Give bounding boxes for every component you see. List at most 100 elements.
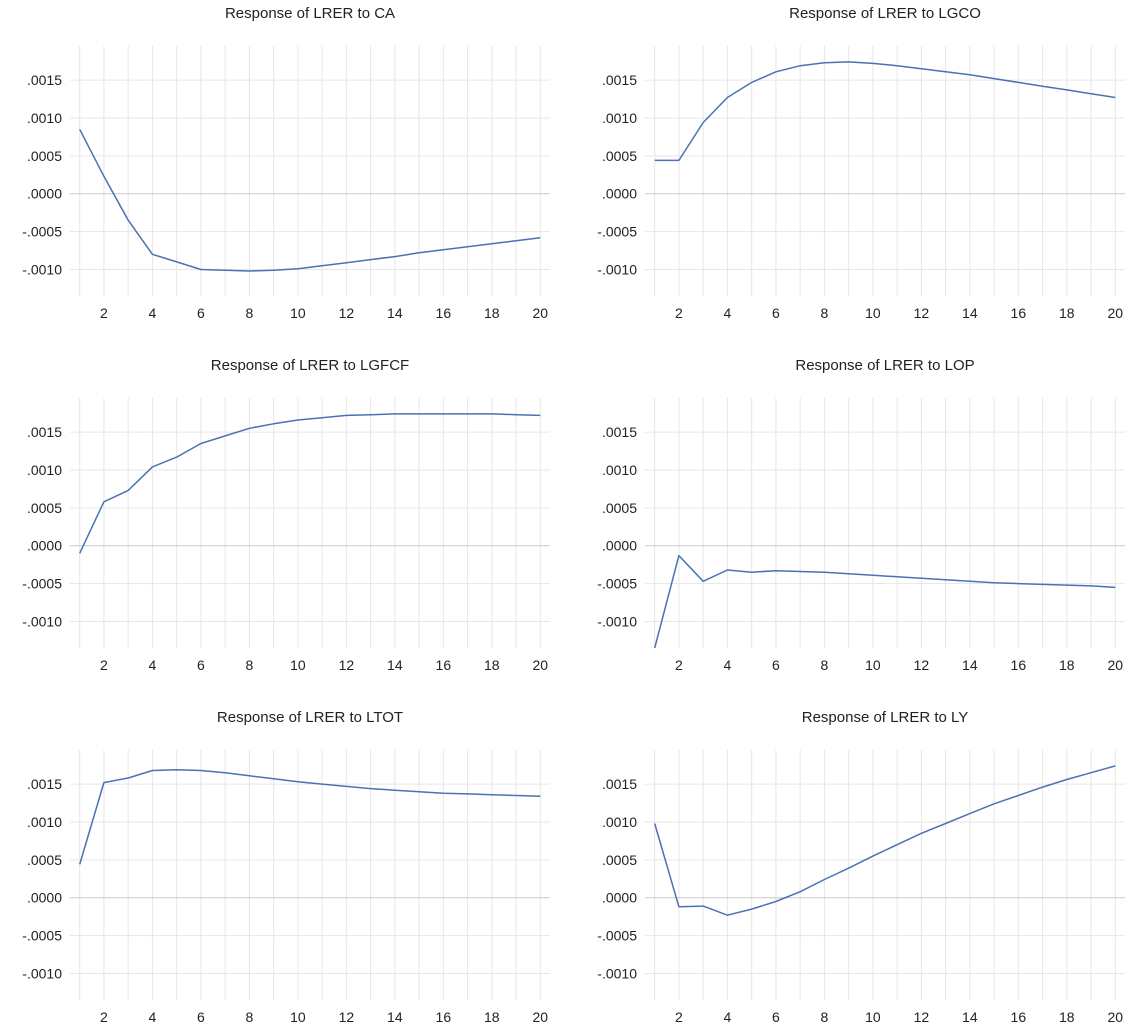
x-tick-label: 10 (290, 305, 306, 321)
x-tick-label: 4 (724, 305, 732, 321)
x-tick-label: 16 (436, 1009, 452, 1025)
y-tick-label: -.0010 (597, 261, 637, 277)
y-tick-label: -.0010 (597, 613, 637, 629)
y-tick-label: .0015 (602, 776, 637, 792)
series-line (78, 768, 541, 865)
chart-panel-1: Response of LRER to CA -.0010 -.0005 .0000.… (22, 5, 550, 321)
x-tick-label: 12 (914, 657, 930, 673)
x-tick-label: 12 (339, 1009, 355, 1025)
x-tick-label: 10 (865, 657, 881, 673)
y-tick-label: .0000 (27, 186, 62, 202)
y-tick-label: .0000 (602, 186, 637, 202)
x-tick-label: 12 (914, 1009, 930, 1025)
y-tick-label: .0000 (27, 538, 62, 554)
x-tick-label: 14 (962, 657, 978, 673)
x-tick-label: 8 (245, 657, 253, 673)
x-tick-label: 6 (197, 657, 205, 673)
series-line (653, 554, 1116, 649)
y-tick-label: .0010 (27, 110, 62, 126)
x-tick-label: 20 (1108, 1009, 1124, 1025)
x-tick-label: 4 (149, 1009, 157, 1025)
y-tick-label: -.0005 (22, 224, 62, 240)
x-tick-label: 6 (772, 305, 780, 321)
y-tick-label: -.0005 (22, 928, 62, 944)
x-tick-label: 6 (197, 305, 205, 321)
chart-title: Response of LRER to LGFCF (211, 357, 409, 374)
chart-title: Response of LRER to LOP (795, 357, 974, 374)
y-tick-label: .0010 (27, 462, 62, 478)
x-tick-label: 18 (1059, 657, 1075, 673)
x-tick-label: 12 (914, 305, 930, 321)
x-tick-label: 18 (484, 305, 500, 321)
y-tick-label: .0015 (602, 72, 637, 88)
x-tick-label: 8 (820, 305, 828, 321)
y-tick-label: -.0005 (597, 928, 637, 944)
x-tick-label: 10 (865, 305, 881, 321)
chart-panel-4: Response of LRER to LOP -.0010 -.0005 .0000… (597, 357, 1125, 673)
x-tick-label: 12 (339, 657, 355, 673)
x-tick-label: 2 (675, 657, 683, 673)
y-tick-label: .0015 (27, 72, 62, 88)
series-line (653, 765, 1116, 916)
y-tick-label: .0000 (602, 890, 637, 906)
x-tick-label: 10 (290, 657, 306, 673)
y-tick-label: .0005 (27, 500, 62, 516)
x-tick-label: 14 (962, 1009, 978, 1025)
x-tick-label: 18 (1059, 305, 1075, 321)
x-tick-label: 16 (1011, 657, 1027, 673)
y-tick-label: .0010 (602, 814, 637, 830)
x-tick-label: 6 (772, 657, 780, 673)
x-tick-label: 20 (1108, 305, 1124, 321)
series-line (79, 413, 541, 554)
y-tick-label: -.0005 (597, 576, 637, 592)
y-tick-label: .0010 (602, 462, 637, 478)
x-tick-label: 2 (675, 305, 683, 321)
x-tick-label: 18 (484, 1009, 500, 1025)
y-tick-label: .0010 (27, 814, 62, 830)
y-tick-label: -.0010 (22, 965, 62, 981)
x-tick-label: 4 (724, 657, 732, 673)
y-tick-label: .0000 (27, 890, 62, 906)
x-tick-label: 18 (1059, 1009, 1075, 1025)
y-tick-label: .0005 (602, 500, 637, 516)
chart-title: Response of LRER to CA (225, 5, 395, 22)
x-tick-label: 8 (245, 305, 253, 321)
x-tick-label: 4 (149, 657, 157, 673)
chart-panel-2: Response of LRER to LGCO -.0010 -.0005 .000… (597, 5, 1125, 321)
x-tick-label: 8 (820, 1009, 828, 1025)
series-line (79, 128, 541, 272)
x-tick-label: 10 (290, 1009, 306, 1025)
x-tick-label: 8 (245, 1009, 253, 1025)
y-tick-label: .0015 (27, 424, 62, 440)
x-tick-label: 18 (484, 657, 500, 673)
x-tick-label: 16 (436, 305, 452, 321)
x-tick-label: 10 (865, 1009, 881, 1025)
chart-panel-6: Response of LRER to LY -.0010 -.0005 .0000.… (597, 709, 1125, 1025)
chart-title: Response of LRER to LY (802, 709, 968, 726)
x-tick-label: 14 (387, 1009, 403, 1025)
y-tick-label: -.0010 (22, 613, 62, 629)
y-tick-label: -.0005 (597, 224, 637, 240)
x-tick-label: 20 (533, 657, 549, 673)
x-tick-label: 14 (387, 657, 403, 673)
x-tick-label: 6 (197, 1009, 205, 1025)
y-tick-label: .0005 (27, 148, 62, 164)
x-tick-label: 2 (100, 1009, 108, 1025)
y-tick-label: .0010 (602, 110, 637, 126)
x-tick-label: 2 (100, 305, 108, 321)
x-tick-label: 2 (100, 657, 108, 673)
x-tick-label: 20 (1108, 657, 1124, 673)
x-tick-label: 4 (724, 1009, 732, 1025)
chart-panel-5: Response of LRER to LTOT -.0010 -.0005 .000… (22, 709, 550, 1025)
x-tick-label: 12 (339, 305, 355, 321)
chart-title: Response of LRER to LTOT (217, 709, 403, 726)
chart-title: Response of LRER to LGCO (789, 5, 981, 22)
x-tick-label: 2 (675, 1009, 683, 1025)
y-tick-label: -.0005 (22, 576, 62, 592)
y-tick-label: .0015 (27, 776, 62, 792)
y-tick-label: .0000 (602, 538, 637, 554)
x-tick-label: 14 (962, 305, 978, 321)
x-tick-label: 20 (533, 1009, 549, 1025)
series-line (654, 61, 1116, 162)
